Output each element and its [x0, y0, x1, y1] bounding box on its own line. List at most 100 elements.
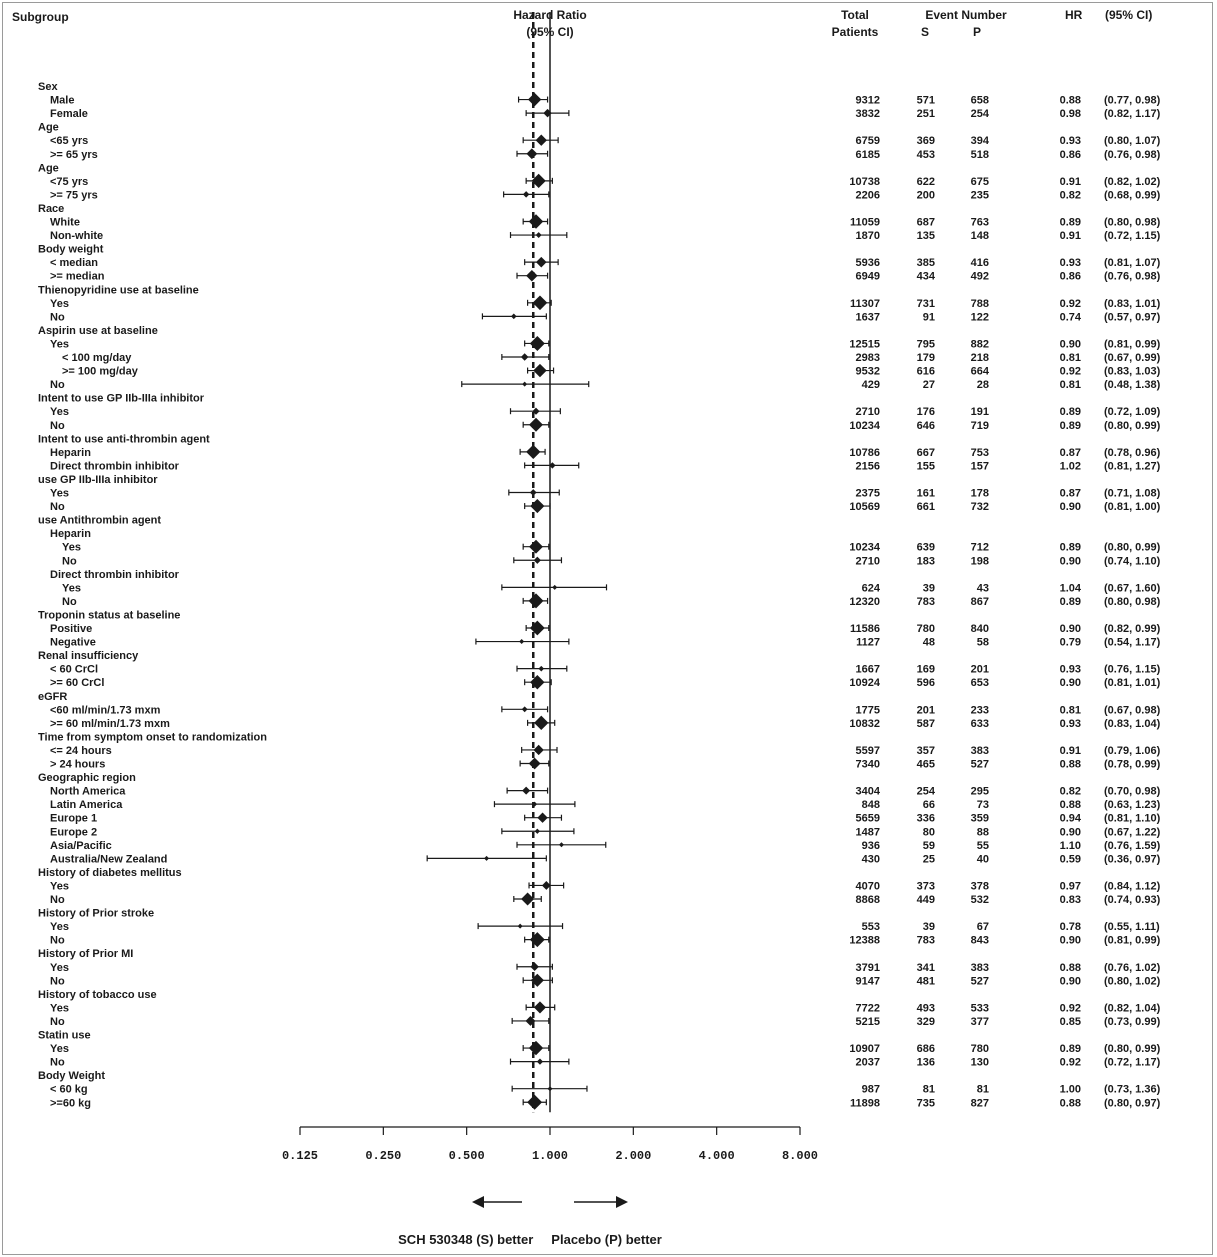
x-axis-tick-label: 8.000: [782, 1149, 818, 1163]
total-patients-value: 1870: [856, 230, 880, 242]
hr-point-marker: [528, 757, 541, 770]
events-p-value: 532: [971, 894, 989, 906]
total-patients-value: 3832: [856, 108, 880, 120]
row-label: Body weight: [38, 244, 104, 256]
total-patients-value: 10738: [849, 176, 880, 188]
ci-value: (0.78, 0.96): [1104, 447, 1161, 459]
row-label: Renal insufficiency: [38, 650, 139, 662]
row-label: eGFR: [38, 691, 67, 703]
p-header: P: [972, 25, 981, 39]
events-p-value: 719: [971, 420, 989, 432]
row-label: <65 yrs: [50, 135, 88, 147]
x-axis-tick-label: 0.250: [365, 1149, 401, 1163]
total-patients-value: 11059: [850, 217, 880, 229]
ci-value: (0.63, 1.23): [1104, 799, 1161, 811]
events-p-value: 653: [971, 677, 989, 689]
ci-value: (0.78, 0.99): [1104, 759, 1161, 771]
ci-header: (95% CI): [1105, 8, 1153, 22]
row-label: Time from symptom onset to randomization: [38, 731, 267, 743]
hr-value: 1.02: [1060, 460, 1081, 472]
hr-point-marker: [533, 556, 541, 564]
row-label: >=60 kg: [50, 1097, 91, 1109]
hr-value: 0.90: [1060, 555, 1081, 567]
events-s-value: 91: [923, 311, 935, 323]
hr-value: 0.93: [1060, 718, 1081, 730]
row-label: No: [50, 501, 65, 513]
row-label: Europe 1: [50, 813, 97, 825]
events-s-value: 385: [917, 257, 935, 269]
hr-point-marker: [522, 381, 528, 387]
events-p-value: 492: [971, 271, 989, 283]
events-s-value: 179: [917, 352, 935, 364]
hr-header: HR: [1065, 8, 1083, 22]
hr-point-marker: [552, 584, 558, 590]
events-s-value: 780: [917, 623, 935, 635]
events-s-value: 201: [917, 704, 935, 716]
ci-value: (0.76, 1.59): [1104, 840, 1161, 852]
hr-point-marker: [532, 801, 538, 807]
events-p-value: 753: [971, 447, 989, 459]
ci-value: (0.73, 0.99): [1104, 1016, 1161, 1028]
total-patients-value: 8868: [856, 894, 880, 906]
hr-value: 0.59: [1060, 853, 1081, 865]
events-s-value: 81: [923, 1084, 935, 1096]
hr-point-marker: [527, 1094, 543, 1110]
events-s-value: 357: [917, 745, 935, 757]
total-patients-value: 10569: [849, 501, 880, 513]
ci-value: (0.76, 0.98): [1104, 271, 1161, 283]
event-number-header: Event Number: [925, 8, 1007, 22]
events-s-value: 251: [917, 108, 935, 120]
row-label: Yes: [50, 338, 69, 350]
hr-value: 0.93: [1060, 664, 1081, 676]
hr-point-marker: [534, 828, 540, 834]
row-label: Geographic region: [38, 772, 136, 784]
hr-point-marker: [541, 881, 551, 890]
ci-value: (0.80, 1.07): [1104, 135, 1161, 147]
hr-point-marker: [535, 256, 547, 268]
total-patients-value: 1637: [856, 311, 880, 323]
total-patients-value: 5659: [856, 813, 880, 825]
x-axis-tick-label: 2.000: [615, 1149, 651, 1163]
ci-value: (0.80, 1.02): [1104, 975, 1161, 987]
total-patients-value: 2037: [856, 1057, 880, 1069]
hr-value: 0.90: [1060, 975, 1081, 987]
ci-value: (0.76, 1.15): [1104, 664, 1161, 676]
row-label: Aspirin use at baseline: [38, 325, 158, 337]
hr-point-marker: [529, 620, 545, 636]
events-s-value: 176: [917, 406, 935, 418]
row-label: >= median: [50, 271, 105, 283]
events-s-value: 39: [923, 582, 935, 594]
row-label: < 100 mg/day: [62, 352, 132, 364]
hr-point-marker: [529, 335, 545, 351]
row-label: Age: [38, 122, 59, 134]
row-label: No: [50, 1057, 65, 1069]
x-axis-tick-label: 4.000: [699, 1149, 735, 1163]
ci-value: (0.81, 1.27): [1104, 460, 1161, 472]
events-p-value: 518: [971, 149, 989, 161]
row-label: use GP IIb-IIIa inhibitor: [38, 474, 158, 486]
ci-value: (0.81, 1.01): [1104, 677, 1161, 689]
events-s-value: 661: [917, 501, 935, 513]
ci-value: (0.80, 0.99): [1104, 542, 1161, 554]
row-label: < 60 kg: [50, 1084, 88, 1096]
events-s-value: 465: [917, 759, 935, 771]
hr-value: 0.93: [1060, 135, 1081, 147]
ci-value: (0.81, 0.99): [1104, 338, 1161, 350]
ci-value: (0.48, 1.38): [1104, 379, 1161, 391]
hr-value: 0.89: [1060, 542, 1081, 554]
hr-value: 1.10: [1060, 840, 1081, 852]
events-p-value: 73: [977, 799, 989, 811]
hr-value: 0.78: [1060, 921, 1081, 933]
hr-value: 0.92: [1060, 1057, 1081, 1069]
events-p-value: 664: [971, 366, 990, 378]
x-axis-tick-label: 0.500: [449, 1149, 485, 1163]
events-s-value: 336: [917, 813, 935, 825]
events-p-value: 843: [971, 935, 989, 947]
row-label: Statin use: [38, 1030, 91, 1042]
row-label: Yes: [50, 488, 69, 500]
hr-value: 0.94: [1060, 813, 1082, 825]
row-label: Sex: [38, 81, 58, 93]
events-p-value: 377: [971, 1016, 989, 1028]
row-label: >= 75 yrs: [50, 189, 98, 201]
events-s-value: 27: [923, 379, 935, 391]
